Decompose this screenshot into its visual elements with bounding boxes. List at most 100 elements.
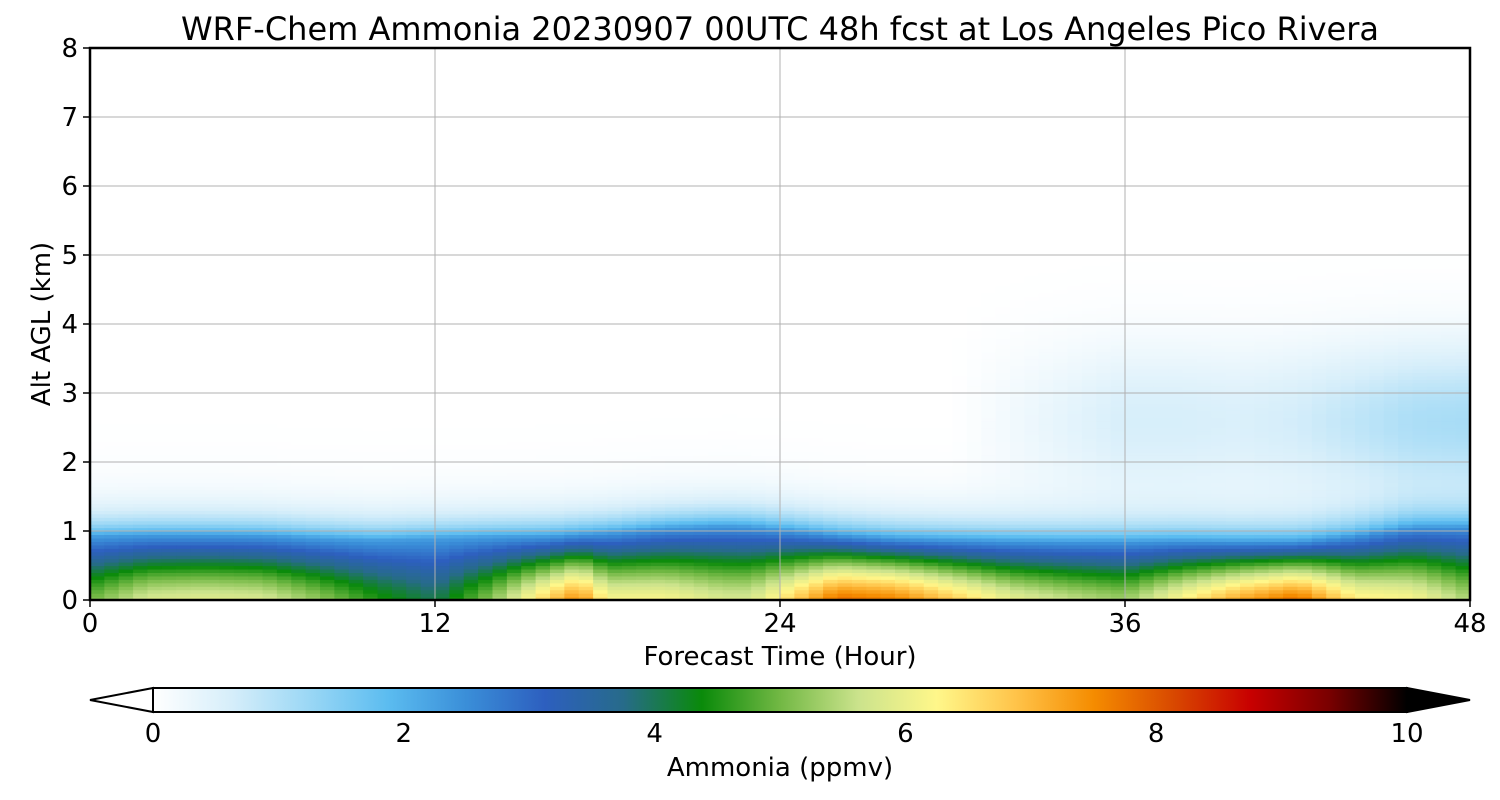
field-cell xyxy=(435,379,450,384)
field-cell xyxy=(291,448,307,453)
field-cell xyxy=(291,175,307,180)
field-cell xyxy=(147,468,163,473)
field-cell xyxy=(219,327,235,332)
field-cell xyxy=(348,493,364,498)
field-cell xyxy=(133,396,149,401)
field-cell xyxy=(104,455,120,460)
field-cell xyxy=(205,541,220,546)
field-cell xyxy=(190,468,206,473)
field-cell xyxy=(420,48,436,53)
field-cell xyxy=(176,289,192,294)
field-cell xyxy=(262,303,278,308)
field-cell xyxy=(233,586,249,591)
field-cell xyxy=(391,317,407,322)
field-cell xyxy=(276,537,292,542)
field-cell xyxy=(348,54,364,59)
field-cell xyxy=(334,455,350,460)
field-cell xyxy=(391,358,407,363)
field-cell xyxy=(104,531,120,536)
field-cell xyxy=(219,437,235,442)
field-cell xyxy=(291,227,307,232)
field-cell xyxy=(420,358,436,363)
field-cell xyxy=(104,148,120,153)
field-cell xyxy=(147,141,163,146)
field-cell xyxy=(104,241,120,246)
field-cell xyxy=(492,396,508,401)
field-cell xyxy=(248,572,264,577)
field-cell xyxy=(233,520,249,525)
field-cell xyxy=(478,465,494,470)
field-cell xyxy=(176,144,192,149)
field-cell xyxy=(276,168,292,173)
field-cell xyxy=(435,496,450,501)
field-cell xyxy=(291,358,307,363)
field-cell xyxy=(377,65,393,70)
field-cell xyxy=(205,161,220,166)
field-cell xyxy=(161,75,177,80)
field-cell xyxy=(506,248,522,253)
field-cell xyxy=(320,531,335,536)
field-cell xyxy=(205,458,220,463)
field-cell xyxy=(320,420,335,425)
field-cell xyxy=(219,241,235,246)
field-cell xyxy=(262,337,278,342)
field-cell xyxy=(334,99,350,104)
field-cell xyxy=(233,575,249,580)
field-cell xyxy=(463,527,479,532)
field-cell xyxy=(262,154,278,159)
field-cell xyxy=(133,158,149,163)
field-cell xyxy=(420,130,436,135)
field-cell xyxy=(348,179,364,184)
field-cell xyxy=(219,593,235,598)
field-cell xyxy=(492,110,508,115)
field-cell xyxy=(492,199,508,204)
field-cell xyxy=(420,137,436,142)
field-cell xyxy=(176,61,192,66)
field-cell xyxy=(190,496,206,501)
field-cell xyxy=(521,534,537,539)
field-cell xyxy=(406,141,422,146)
field-cell xyxy=(521,344,537,349)
field-cell xyxy=(291,244,307,249)
field-cell xyxy=(478,348,494,353)
field-cell xyxy=(190,499,206,504)
field-cell xyxy=(147,244,163,249)
field-cell xyxy=(377,234,393,239)
field-cell xyxy=(363,196,379,201)
field-cell xyxy=(147,68,163,73)
field-cell xyxy=(233,358,249,363)
field-cell xyxy=(377,534,393,539)
field-cell xyxy=(449,175,465,180)
field-cell xyxy=(348,96,364,101)
field-cell xyxy=(262,289,278,294)
field-cell xyxy=(406,558,422,563)
field-cell xyxy=(334,517,350,522)
field-cell xyxy=(118,117,134,122)
field-cell xyxy=(305,406,321,411)
field-cell xyxy=(334,175,350,180)
field-cell xyxy=(506,175,522,180)
field-cell xyxy=(291,462,307,467)
field-cell xyxy=(118,230,134,235)
field-cell xyxy=(363,192,379,197)
field-cell xyxy=(348,337,364,342)
field-cell xyxy=(449,579,465,584)
field-cell xyxy=(478,365,494,370)
field-cell xyxy=(391,258,407,263)
field-cell xyxy=(161,465,177,470)
field-cell xyxy=(506,424,522,429)
field-cell xyxy=(406,472,422,477)
field-cell xyxy=(506,468,522,473)
field-cell xyxy=(506,368,522,373)
field-cell xyxy=(248,496,264,501)
field-cell xyxy=(276,365,292,370)
field-cell xyxy=(420,203,436,208)
field-cell xyxy=(118,562,134,567)
field-cell xyxy=(377,175,393,180)
field-cell xyxy=(305,468,321,473)
field-cell xyxy=(391,292,407,297)
field-cell xyxy=(161,310,177,315)
field-cell xyxy=(377,430,393,435)
field-cell xyxy=(478,244,494,249)
field-cell xyxy=(147,396,163,401)
